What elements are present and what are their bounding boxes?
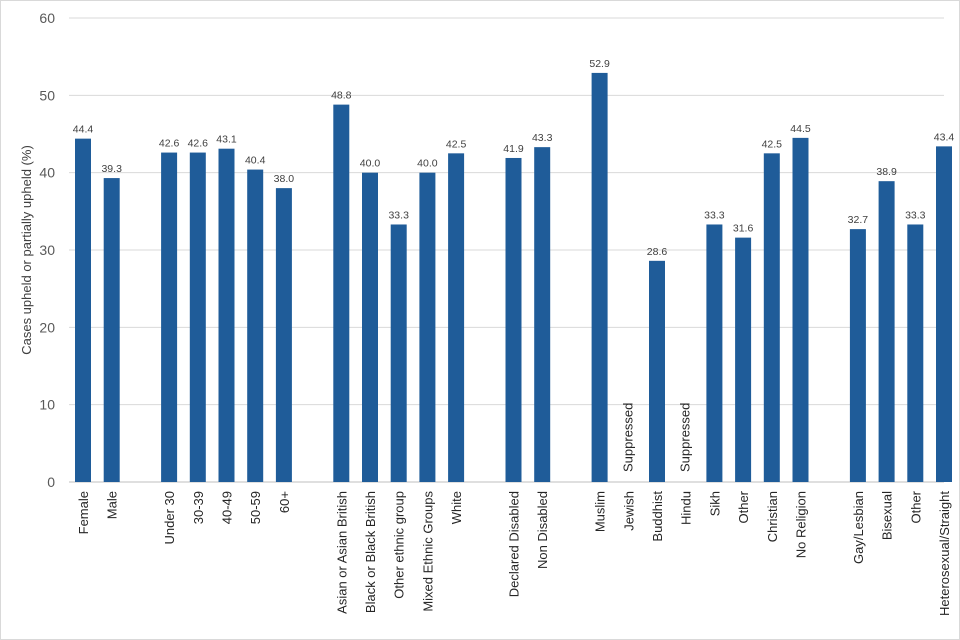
bar-no-religion <box>792 137 809 482</box>
category-label: White <box>449 491 464 524</box>
value-label: 40.4 <box>245 155 266 167</box>
category-label: 60+ <box>277 491 292 513</box>
bar-muslim <box>591 72 608 482</box>
bar-declared-disabled <box>505 157 522 482</box>
category-label: Other <box>736 490 751 523</box>
value-label: 42.6 <box>188 138 209 150</box>
value-label: 43.1 <box>216 134 237 146</box>
value-label: 32.7 <box>848 214 869 226</box>
value-label: 38.9 <box>876 166 897 178</box>
bar-female <box>75 138 91 482</box>
bar-buddhist <box>649 260 665 482</box>
category-label: Female <box>76 491 91 534</box>
category-label: Under 30 <box>162 491 177 544</box>
bar-under-30 <box>161 152 178 482</box>
y-axis-title: Cases upheld or partially upheld (%) <box>19 145 34 355</box>
y-tick-label: 30 <box>39 242 55 258</box>
category-label: Muslim <box>593 491 608 532</box>
category-label: Non Disabled <box>535 491 550 569</box>
y-axis-ticks: 0 10 20 30 40 50 60 <box>39 10 55 490</box>
category-label: 40-49 <box>220 491 235 524</box>
bar-60- <box>275 188 292 482</box>
category-label: No Religion <box>794 491 809 558</box>
y-tick-label: 20 <box>39 319 55 335</box>
value-label: 43.3 <box>532 132 553 144</box>
category-label: Heterosexual/Straight <box>937 491 952 616</box>
value-label: 42.5 <box>762 138 783 150</box>
bar-black-or-black-british <box>362 172 378 482</box>
bar-mixed-ethnic-groups <box>419 172 436 482</box>
value-label: 33.3 <box>704 209 725 221</box>
category-label: Declared Disabled <box>507 491 522 597</box>
category-label: Bisexual <box>880 491 895 540</box>
y-tick-label: 0 <box>47 474 55 490</box>
value-label: 43.4 <box>934 131 955 143</box>
category-label: Hindu <box>679 491 694 525</box>
value-label: 44.5 <box>790 123 811 135</box>
category-label: Asian or Asian British <box>334 491 349 614</box>
value-label: 40.0 <box>360 158 381 170</box>
category-label: Gay/Lesbian <box>851 491 866 564</box>
bar-male <box>103 178 120 482</box>
category-label: Jewish <box>621 491 636 531</box>
y-tick-label: 10 <box>39 397 55 413</box>
bar-gay-lesbian <box>849 229 866 482</box>
value-label: 42.6 <box>159 138 180 150</box>
value-label: 42.5 <box>446 138 467 150</box>
bars <box>75 72 952 483</box>
bar-heterosexual-straight <box>936 146 952 482</box>
category-label: Black or Black British <box>363 491 378 613</box>
value-label: 39.3 <box>101 163 122 175</box>
value-labels: 44.4 39.3 42.6 42.6 43.1 40.4 38.0 48.8 40.0 33.3… <box>73 58 955 472</box>
bar-40-49 <box>218 148 235 482</box>
bar-christian <box>763 153 780 483</box>
bar-other <box>735 237 752 482</box>
y-tick-label: 60 <box>39 10 55 26</box>
bar-50-59 <box>247 169 264 482</box>
value-label: 40.0 <box>417 158 438 170</box>
value-label: 33.3 <box>905 209 926 221</box>
value-label: 44.4 <box>73 124 94 136</box>
y-tick-label: 40 <box>39 165 55 181</box>
bar-white <box>448 153 465 483</box>
suppressed-label: Suppressed <box>678 403 693 472</box>
bar-asian-or-asian-british <box>333 104 350 482</box>
category-labels: Female Male Under 30 30-39 40-49 50-59 60+ Asia… <box>76 490 952 616</box>
category-label: Other ethnic group <box>392 491 407 599</box>
bar-sikh <box>706 224 723 483</box>
category-label: 50-59 <box>248 491 263 524</box>
value-label: 48.8 <box>331 90 352 102</box>
category-label: Male <box>105 491 120 519</box>
value-label: 31.6 <box>733 223 754 235</box>
category-label: Sikh <box>707 491 722 516</box>
value-label: 28.6 <box>647 246 668 258</box>
category-label: Other <box>908 490 923 523</box>
category-label: 30-39 <box>191 491 206 524</box>
value-label: 38.0 <box>274 173 295 185</box>
category-label: Mixed Ethnic Groups <box>420 491 435 612</box>
category-label: Christian <box>765 491 780 542</box>
bar-other <box>907 224 924 483</box>
bar-other-ethnic-group <box>390 224 407 483</box>
category-label: Buddhist <box>650 491 665 542</box>
bar-30-39 <box>189 152 206 482</box>
y-tick-label: 50 <box>39 87 55 103</box>
bar-bisexual <box>878 181 895 482</box>
value-label: 52.9 <box>589 58 610 70</box>
bar-non-disabled <box>534 147 551 482</box>
value-label: 41.9 <box>503 143 524 155</box>
value-label: 33.3 <box>388 209 409 221</box>
suppressed-label: Suppressed <box>620 403 635 472</box>
